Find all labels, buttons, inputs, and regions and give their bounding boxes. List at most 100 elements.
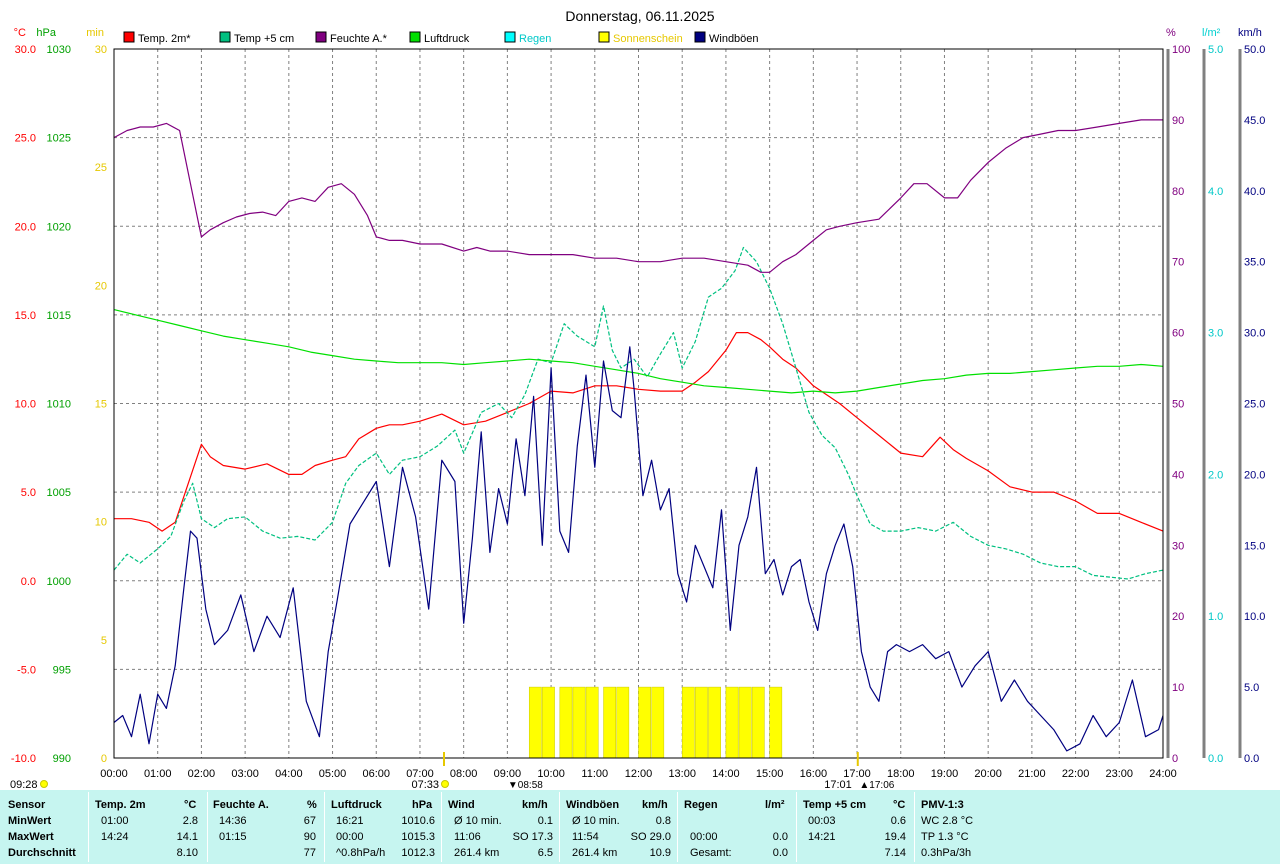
sunshine-bar <box>559 686 573 759</box>
humidity-tick-label: 30 <box>1172 540 1184 552</box>
sunshine-tick-label: 5 <box>101 635 107 647</box>
series-line-temp-5-cm <box>113 246 1164 580</box>
temp-tick-label: -10.0 <box>11 753 36 765</box>
sunshine-tick-label: 10 <box>95 517 107 529</box>
axis-units: °C hPa min % l/m² km/h <box>14 27 1262 39</box>
legend-label: Sonnenschein <box>613 33 683 45</box>
gust-tick-label: 50.0 <box>1244 44 1265 56</box>
stat-h-val: 90 <box>303 831 316 843</box>
legend-label: Temp +5 cm <box>234 33 294 45</box>
sunshine-bar <box>651 686 665 759</box>
stat-g-val: SO 29.0 <box>630 831 671 843</box>
column-separator <box>324 792 325 862</box>
grid <box>114 49 1163 758</box>
stat-g-val: 0.8 <box>655 815 671 827</box>
x-tick-label: 09:00 <box>494 768 522 780</box>
stat-g-time: 261.4 km <box>572 847 618 859</box>
x-tick-label: 16:00 <box>800 768 828 780</box>
stat-p-time: 00:00 <box>336 831 364 843</box>
column-separator <box>796 792 797 862</box>
header-sensor: Sensor <box>8 799 46 811</box>
header-temp2m-unit: °C <box>184 799 197 811</box>
rain-tick-label: 5.0 <box>1208 44 1223 56</box>
legend-label: Temp. 2m* <box>138 33 191 45</box>
chart-title: Donnerstag, 06.11.2025 <box>565 8 714 24</box>
header-humidity-unit: % <box>307 799 317 811</box>
temp-tick-label: 5.0 <box>21 487 36 499</box>
pressure-tick-label: 1030 <box>47 44 71 56</box>
sunshine-bar <box>708 686 721 759</box>
stat-t5-val: 0.6 <box>890 815 906 827</box>
column-separator <box>441 792 442 862</box>
pressure-tick-label: 1015 <box>47 310 71 322</box>
legend-swatch <box>504 31 516 43</box>
left-axes: 30.025.020.015.010.05.00.0-5.0-10.010301… <box>11 44 107 765</box>
stat-g-val: 10.9 <box>649 847 671 859</box>
sunshine-tick-label: 15 <box>95 399 107 411</box>
x-tick-label: 21:00 <box>1018 768 1046 780</box>
x-tick-label: 14:00 <box>712 768 740 780</box>
series-line-feuchte-a <box>113 119 1163 273</box>
stat-t2-val: 8.10 <box>176 847 198 859</box>
stat-t5-val: 7.14 <box>884 847 906 859</box>
rain-tick-label: 2.0 <box>1208 469 1223 481</box>
gust-tick-label: 45.0 <box>1244 115 1265 127</box>
humidity-tick-label: 70 <box>1172 257 1184 269</box>
humidity-tick-label: 40 <box>1172 469 1184 481</box>
series-lines <box>113 119 1164 752</box>
stat-t5-time: 14:21 <box>808 831 836 843</box>
plot-frame <box>113 48 1242 759</box>
pressure-tick-label: 990 <box>53 753 71 765</box>
x-tick-label: 24:00 <box>1149 768 1177 780</box>
stat-t2-val: 14.1 <box>176 831 198 843</box>
stat-h-time: 01:15 <box>219 831 247 843</box>
stat-p-time: 16:21 <box>336 815 364 827</box>
legend: Temp. 2m* Temp +5 cm Feuchte A.* Luftdruck R… <box>123 31 759 45</box>
column-separator <box>559 792 560 862</box>
pressure-tick-label: 995 <box>53 664 71 676</box>
stat-t5-time: 00:03 <box>808 815 836 827</box>
stat-t2-time: 01:00 <box>101 815 129 827</box>
stat-p-val: 1010.6 <box>401 815 435 827</box>
stat-w-time: 11:06 <box>454 831 481 843</box>
sunshine-tick-label: 20 <box>95 280 107 292</box>
column-separator <box>914 792 915 862</box>
sunshine-bar <box>695 686 708 759</box>
legend-swatch <box>694 31 706 43</box>
sunrise-time: 07:33 <box>411 779 439 790</box>
stat-r-val: 0.0 <box>772 847 788 859</box>
sunshine-bar <box>681 686 695 759</box>
sunset-end-time: ▲17:06 <box>859 780 894 790</box>
stat-w-val: SO 17.3 <box>512 831 553 843</box>
sunshine-bar <box>769 686 783 759</box>
x-tick-label: 04:00 <box>275 768 303 780</box>
weather-chart: Donnerstag, 06.11.2025 °C hPa min % l/m²… <box>10 8 1265 790</box>
temp-tick-label: 10.0 <box>15 399 36 411</box>
header-temp5: Temp +5 cm <box>803 799 867 811</box>
sunshine-tick-label: 30 <box>95 44 107 56</box>
temp-tick-label: 15.0 <box>15 310 36 322</box>
stat-label: MinWert <box>8 815 52 827</box>
legend-swatch <box>219 31 231 43</box>
x-tick-label: 15:00 <box>756 768 784 780</box>
rain-axis-unit: l/m² <box>1202 27 1221 39</box>
header-wind-unit: km/h <box>522 799 548 811</box>
stat-label: MaxWert <box>8 831 54 843</box>
sunshine-bar <box>638 686 651 759</box>
pressure-axis-unit: hPa <box>36 27 56 39</box>
temp-tick-label: 30.0 <box>15 44 36 56</box>
stat-h-val: 67 <box>303 815 316 827</box>
humidity-axis-unit: % <box>1166 27 1176 39</box>
rain-tick-label: 1.0 <box>1208 611 1223 623</box>
gust-tick-label: 35.0 <box>1244 257 1265 269</box>
gust-axis-unit: km/h <box>1238 27 1262 39</box>
stat-t2-val: 2.8 <box>182 815 198 827</box>
stat-r-time: 00:00 <box>690 831 718 843</box>
legend-swatch <box>598 31 610 43</box>
stat-pmv: 0.3hPa/3h <box>921 847 972 859</box>
legend-swatch <box>315 31 327 43</box>
legend-label: Feuchte A.* <box>330 33 388 45</box>
x-tick-label: 00:00 <box>100 768 128 780</box>
legend-label: Regen <box>519 33 551 45</box>
header-pmv: PMV-1:3 <box>921 799 964 811</box>
